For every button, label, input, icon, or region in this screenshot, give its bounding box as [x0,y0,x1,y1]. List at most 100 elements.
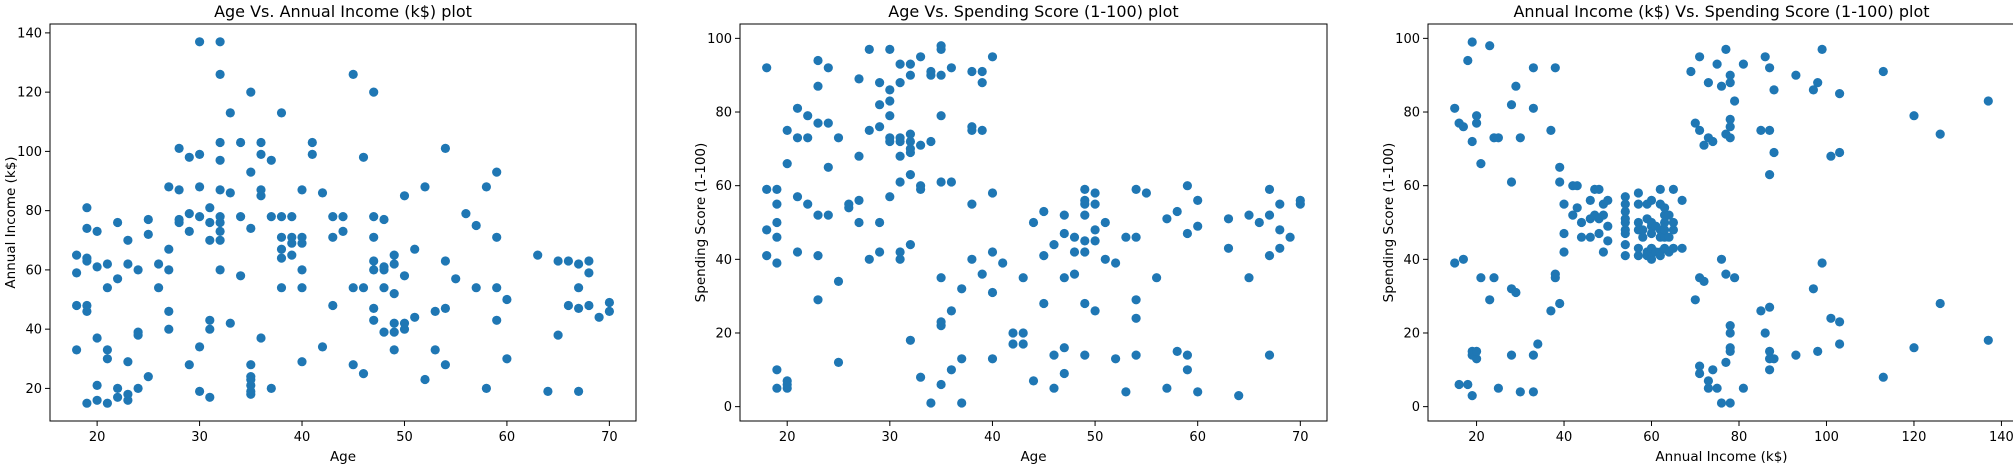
scatter-point [410,244,420,254]
scatter-point [1018,328,1028,338]
scatter-point [205,315,215,325]
scatter-point [833,276,844,286]
scatter-point [987,287,998,298]
scatter-point [885,44,895,55]
scatter-point [297,265,307,275]
scatter-point [287,212,297,222]
scatter-point [1603,236,1613,246]
scatter-point [92,333,102,343]
scatter-point [1264,251,1275,261]
scatter-point [266,383,276,393]
scatter-point [246,223,256,233]
scatter-point [1039,251,1049,261]
scatter-point [1550,269,1560,279]
scatter-point [1182,350,1192,360]
scatter-point [399,318,410,328]
subplot-3: 20 40 60 80 100 120 140 0 20 40 60 80 100 Annual Inco… [1381,2,2013,465]
scatter-point [369,212,379,222]
scatter-point [1633,243,1643,253]
scatter-point [348,360,358,370]
scatter-point [1756,125,1766,135]
scatter-point [1594,228,1604,239]
scatter-point [1152,273,1162,283]
scatter-point [389,345,399,355]
scatter-point [502,354,512,364]
scatter-point [1454,379,1464,390]
scatter-point [1835,317,1845,327]
scatter-point [813,118,823,128]
scatter-point [1069,269,1080,279]
scatter-point [1172,346,1182,356]
scatter-point [440,256,450,266]
scatter-point [1463,379,1473,390]
scatter-point [895,133,905,143]
scatter-point [1703,376,1713,386]
scatter-point [1528,350,1538,360]
scatter-point [1476,273,1486,283]
scatter-point [143,214,153,225]
scatter-point [215,226,225,236]
scatter-point [792,192,803,202]
scatter-point [1660,203,1670,213]
scatter-point [123,357,133,367]
scatter-point [471,220,481,231]
scatter-point [164,265,174,275]
x-tick-label: 80 [1731,430,1748,445]
scatter-point [1493,133,1503,143]
scatter-point [772,383,782,393]
scatter-point [885,85,895,95]
scatter-point [1223,214,1234,224]
scatter-point [987,188,998,198]
scatter-point [916,372,926,382]
scatter-point [133,383,143,393]
scatter-point [803,199,813,209]
scatter-point [154,283,164,293]
scatter-point [133,265,143,275]
scatter-point [1633,217,1643,228]
scatter-point [1008,328,1018,338]
scatter-point [1555,177,1565,187]
scatter-point [1528,63,1538,73]
scatter-point [1533,339,1543,349]
scatter-point [143,372,153,382]
scatter-point [563,300,574,311]
scatter-point [195,182,205,192]
y-tick-label: 20 [715,326,732,341]
scatter-point [276,283,287,293]
scatter-point [967,254,977,264]
scatter-point [1769,85,1779,95]
scatter-point [215,185,225,195]
scatter-point [1594,184,1604,194]
x-tick-label: 100 [1814,430,1839,445]
scatter-point [782,125,792,135]
scatter-point [328,300,338,311]
scatter-point [1131,350,1141,360]
scatter-point [946,63,957,73]
scatter-point [885,192,895,202]
scatter-point [1878,372,1888,382]
scatter-point [1598,210,1608,220]
scatter-point [369,315,379,325]
scatter-point [946,365,957,375]
scatter-point [864,44,874,55]
scatter-point [236,212,246,222]
scatter-point [379,283,389,293]
scatter-point [813,295,823,305]
scatter-point [1131,184,1141,194]
y-tick-label: 140 [17,26,42,41]
scatter-point [1472,118,1482,128]
scatter-point [1646,228,1657,239]
scatter-point [998,258,1008,268]
scatter-point [471,283,481,293]
scatter-point [967,66,977,77]
scatter-point [844,199,854,209]
chart-title: Age Vs. Annual Income (k$) plot [214,2,472,21]
scatter-point [92,226,102,236]
scatter-point [1703,78,1713,88]
scatter-point [792,247,803,257]
scatter-point [113,383,123,393]
scatter-point [379,327,389,337]
scatter-point [813,251,823,261]
scatter-point [1765,125,1775,135]
scatter-point [1708,365,1718,375]
